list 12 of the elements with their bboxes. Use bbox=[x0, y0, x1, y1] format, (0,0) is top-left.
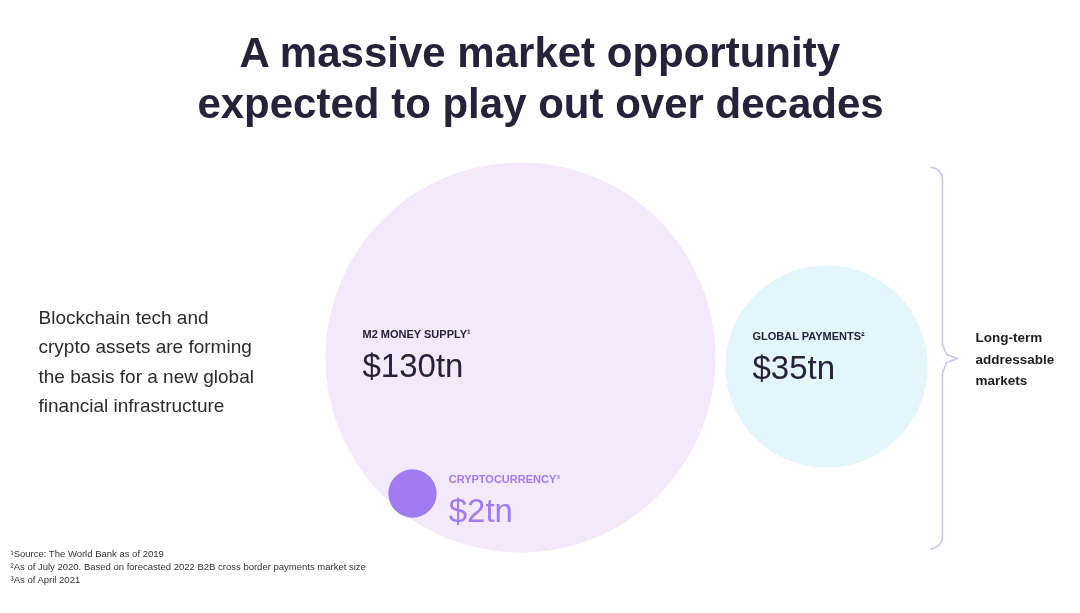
text: A massive market opportunity expected to play out over decades bbox=[197, 29, 884, 127]
data-label: $35tn bbox=[752, 349, 836, 386]
text: Blockchain tech and crypto assets are forming the basis for a new global financial infrastructure bbox=[38, 307, 254, 416]
text: ¹Source: The World Bank as of 2019 bbox=[10, 548, 164, 559]
data-label: $130tn bbox=[362, 347, 464, 384]
text: Long-term addressable markets bbox=[975, 330, 1055, 388]
text: ²As of July 2020. Based on forecasted 2022 B2B cross border payments market size bbox=[10, 561, 366, 572]
category-label: M2 MONEY SUPPLY¹ bbox=[362, 327, 472, 340]
category-label: GLOBAL PAYMENTS² bbox=[752, 329, 866, 342]
category-label: CRYPTOCURRENCY³ bbox=[448, 472, 561, 485]
data-label: $2tn bbox=[448, 492, 513, 529]
text: ³As of April 2021 bbox=[10, 574, 81, 585]
